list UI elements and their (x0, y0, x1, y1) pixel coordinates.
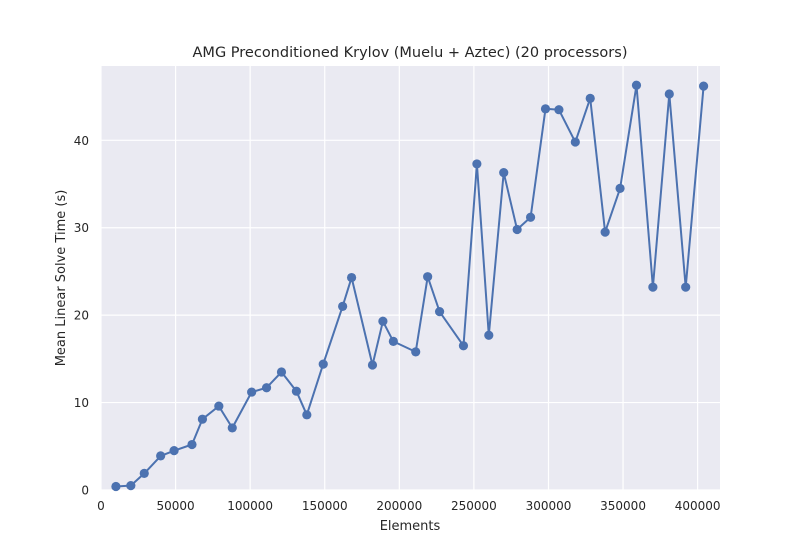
data-point (631, 80, 642, 90)
x-tick-label: 250000 (451, 499, 497, 513)
data-point (214, 401, 224, 411)
data-point (276, 367, 287, 377)
data-point (338, 301, 348, 312)
data-point (227, 423, 237, 433)
data-point (698, 81, 709, 91)
data-point (648, 282, 658, 292)
x-tick-label: 50000 (156, 499, 194, 513)
data-point (388, 336, 398, 346)
x-tick-label: 300000 (526, 499, 572, 513)
x-tick-label: 400000 (675, 499, 721, 513)
grid (100, 66, 720, 491)
data-point (458, 341, 469, 351)
x-tick-label: 350000 (600, 499, 646, 513)
data-point (434, 307, 445, 317)
x-tick-label: 200000 (376, 499, 422, 513)
data-point (681, 282, 691, 292)
data-point (600, 227, 610, 237)
data-point (615, 183, 625, 193)
data-point (540, 104, 551, 114)
data-point (484, 330, 494, 340)
data-point (367, 360, 378, 370)
data-point (156, 451, 166, 461)
chart-title: AMG Preconditioned Krylov (Muelu + Aztec… (193, 45, 628, 61)
data-point (664, 89, 674, 99)
x-tick-label: 150000 (302, 499, 348, 513)
data-point (411, 347, 421, 357)
data-point (512, 224, 522, 235)
data-point (585, 93, 595, 103)
data-point (378, 316, 388, 326)
x-axis: 0 50000 100000 150000 200000 250000 300000 3500… (97, 499, 720, 513)
x-tick-label: 0 (97, 499, 105, 513)
data-point (111, 481, 121, 492)
x-tick-label: 100000 (227, 499, 273, 513)
y-tick-label: 30 (74, 221, 89, 235)
data-point (554, 105, 564, 115)
y-tick-label: 40 (74, 134, 89, 148)
y-axis: 0 10 20 30 40 (74, 134, 89, 498)
data-point (472, 159, 482, 169)
series-line (115, 84, 705, 488)
data-point (197, 414, 208, 424)
data-point (126, 481, 136, 491)
plot-area (101, 66, 720, 490)
data-point (423, 272, 433, 282)
data-point (139, 468, 149, 478)
y-tick-label: 10 (74, 396, 89, 410)
data-point (187, 439, 197, 450)
data-point (291, 386, 301, 396)
data-point (499, 168, 509, 178)
data-point (318, 359, 328, 369)
data-points (111, 80, 709, 492)
x-axis-label: Elements (380, 519, 441, 534)
data-point (247, 387, 257, 397)
data-point (169, 446, 179, 456)
y-tick-label: 20 (74, 309, 89, 323)
data-point (346, 272, 357, 283)
y-tick-label: 0 (81, 484, 89, 498)
data-point (570, 137, 580, 147)
data-point (261, 383, 272, 393)
y-axis-label: Mean Linear Solve Time (s) (54, 190, 69, 367)
data-point (525, 212, 536, 222)
data-point (302, 410, 312, 420)
